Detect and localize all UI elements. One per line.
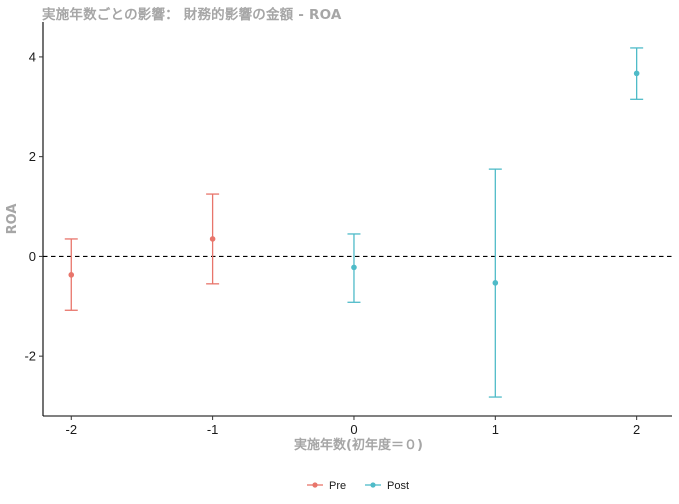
chart-title: 実施年数ごとの影響： 財務的影響の金額 - ROA [42, 7, 342, 23]
data-point [633, 70, 640, 77]
data-point [492, 280, 499, 286]
y-tick-label: 2 [29, 149, 36, 164]
x-tick-label: 1 [492, 422, 499, 437]
series-post-mark-2 [630, 47, 644, 100]
x-tick-label: -2 [65, 422, 77, 437]
legend-key-point [312, 482, 318, 488]
axes: -2 -1 0 1 2 -2 0 2 4 [24, 22, 672, 437]
x-axis-label: 実施年数(初年度＝０) [294, 437, 423, 453]
y-tick-label: 4 [29, 49, 36, 64]
series-post-mark-0 [347, 233, 361, 303]
legend-label: Post [387, 480, 409, 492]
data-point [209, 236, 216, 242]
series-pre-mark-0 [64, 238, 78, 311]
legend: Pre Post [307, 480, 409, 492]
legend-item-pre: Pre [307, 480, 346, 492]
y-tick-label: 0 [29, 249, 36, 264]
y-axis-label: ROA [5, 204, 20, 235]
plot-area [43, 47, 672, 398]
x-tick-label: -1 [207, 422, 219, 437]
legend-label: Pre [329, 480, 346, 492]
data-point [68, 272, 75, 278]
series-pre-mark-1 [206, 193, 220, 285]
x-tick-label: 0 [350, 422, 357, 437]
legend-item-post: Post [365, 480, 409, 492]
data-point [351, 264, 357, 271]
legend-key-point [370, 482, 376, 488]
x-tick-label: 2 [633, 422, 640, 437]
series-post-mark-1 [488, 168, 502, 398]
y-tick-label: -2 [24, 349, 36, 364]
